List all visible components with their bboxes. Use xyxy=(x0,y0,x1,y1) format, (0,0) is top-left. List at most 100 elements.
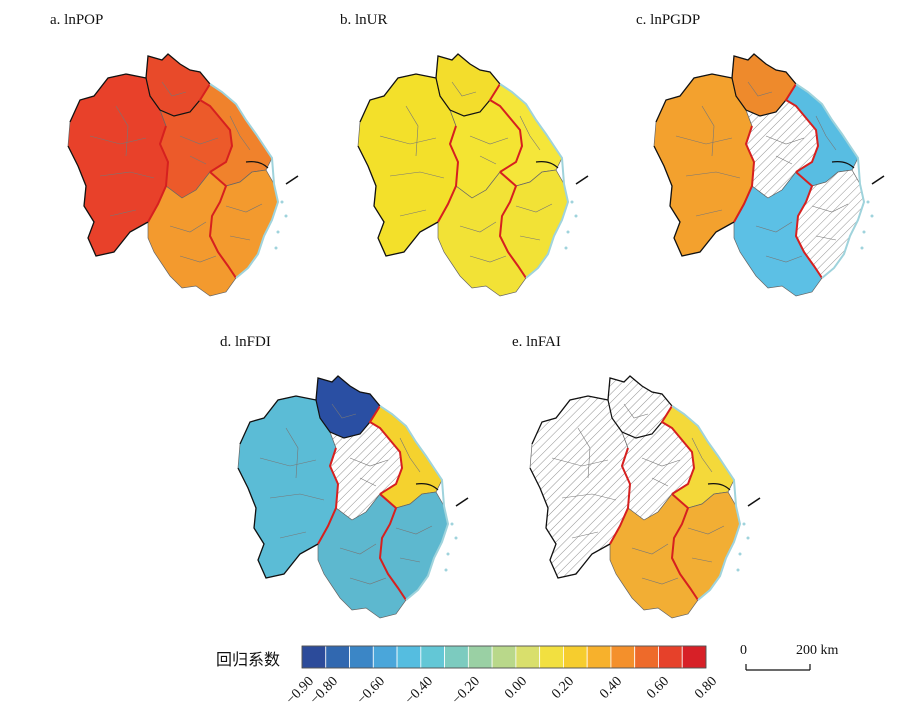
county-boundary xyxy=(571,531,599,539)
county-boundary xyxy=(405,105,419,157)
island xyxy=(280,200,284,204)
county-boundary xyxy=(349,457,389,467)
county-boundary xyxy=(691,557,713,563)
map-panel-lnpop: a. lnPOP xyxy=(50,12,320,312)
coastline xyxy=(209,83,280,279)
legend-swatch xyxy=(610,645,636,669)
outer-boundary xyxy=(655,53,797,123)
region-map xyxy=(529,375,761,619)
province-boundary-red xyxy=(488,83,524,173)
county-boundary xyxy=(399,209,427,217)
legend-tick-label: −0.90 xyxy=(283,674,318,708)
county-boundary xyxy=(551,457,609,467)
island xyxy=(446,552,450,556)
county-boundary xyxy=(179,255,217,263)
island xyxy=(274,246,278,250)
river-mouth xyxy=(707,483,731,491)
island xyxy=(450,522,454,526)
outer-boundary xyxy=(69,53,211,123)
coastline xyxy=(379,405,450,601)
island xyxy=(736,568,740,572)
legend-swatch xyxy=(301,645,327,669)
county-boundary xyxy=(169,221,207,233)
panel-title: d. lnFDI xyxy=(220,334,271,350)
province-boundary-red xyxy=(609,447,632,545)
province-boundary-red xyxy=(784,83,820,173)
province-boundary-red xyxy=(733,125,756,223)
panel-title: c. lnPGDP xyxy=(636,12,701,28)
county-boundary xyxy=(179,135,219,145)
county-boundary xyxy=(811,203,849,213)
county-boundary xyxy=(641,457,681,467)
county-boundary xyxy=(339,543,377,555)
island-line xyxy=(871,175,885,185)
island xyxy=(860,246,864,250)
outer-boundary xyxy=(67,145,149,257)
map-panel-lnur: b. lnUR xyxy=(340,12,610,312)
county-boundary xyxy=(389,171,445,179)
legend-swatch xyxy=(681,645,707,669)
color-ramp-legend xyxy=(301,645,707,669)
map-panel-lnfdi: d. lnFDI xyxy=(220,334,490,634)
legend-swatch xyxy=(515,645,541,669)
outer-boundary xyxy=(359,53,501,123)
county-boundary xyxy=(395,525,433,535)
county-boundary xyxy=(379,135,437,145)
county-boundary xyxy=(651,477,669,487)
county-boundary xyxy=(161,81,187,97)
island-line xyxy=(285,175,299,185)
county-boundary xyxy=(285,427,299,479)
legend-tick-label: 0.80 xyxy=(692,674,721,702)
county-boundary xyxy=(479,155,497,165)
province-boundary-red xyxy=(378,493,407,601)
county-boundary xyxy=(519,115,541,151)
province-boundary-red xyxy=(368,405,404,495)
province-boundary xyxy=(607,399,663,439)
legend-swatch xyxy=(325,645,350,669)
panel-title: a. lnPOP xyxy=(50,12,104,28)
county-boundary xyxy=(189,155,207,165)
county-boundary xyxy=(359,477,377,487)
county-boundary xyxy=(695,209,723,217)
scale-bar xyxy=(745,664,811,671)
legend-tick-label: 0.60 xyxy=(644,674,673,702)
county-boundary xyxy=(561,493,617,501)
province-boundary-red xyxy=(198,83,234,173)
region-map xyxy=(357,53,589,297)
legend-swatch xyxy=(420,645,445,669)
river-mouth xyxy=(831,161,855,169)
map-panel-lnfai: e. lnFAI xyxy=(512,334,782,634)
province-boundary-red xyxy=(208,171,237,279)
county-boundary xyxy=(109,209,137,217)
legend-tick-label: −0.40 xyxy=(402,674,436,708)
region-map xyxy=(67,53,299,297)
coastline xyxy=(499,83,570,279)
island xyxy=(284,214,288,218)
county-boundary xyxy=(229,115,251,151)
island xyxy=(276,230,280,234)
county-boundary xyxy=(89,135,147,145)
legend-swatch xyxy=(563,645,588,669)
county-boundary xyxy=(755,221,793,233)
outer-boundary xyxy=(357,145,439,257)
coastline xyxy=(795,83,866,279)
county-boundary xyxy=(259,457,317,467)
outer-boundary xyxy=(531,375,673,445)
legend-title: 回归系数 xyxy=(216,650,281,669)
legend-tick-label: 0.40 xyxy=(597,674,626,702)
scale-zero-label: 0 xyxy=(740,643,747,658)
county-boundary xyxy=(775,155,793,165)
coastline xyxy=(671,405,742,601)
county-boundary xyxy=(399,557,421,563)
outer-boundary xyxy=(529,467,611,579)
island xyxy=(564,246,568,250)
province-boundary xyxy=(145,77,201,117)
county-boundary xyxy=(687,525,725,535)
province-boundary-red xyxy=(317,447,340,545)
county-boundary xyxy=(115,105,129,157)
island xyxy=(870,214,874,218)
county-boundary xyxy=(519,235,541,241)
island xyxy=(866,200,870,204)
legend-swatch xyxy=(396,645,422,669)
county-boundary xyxy=(631,543,669,555)
